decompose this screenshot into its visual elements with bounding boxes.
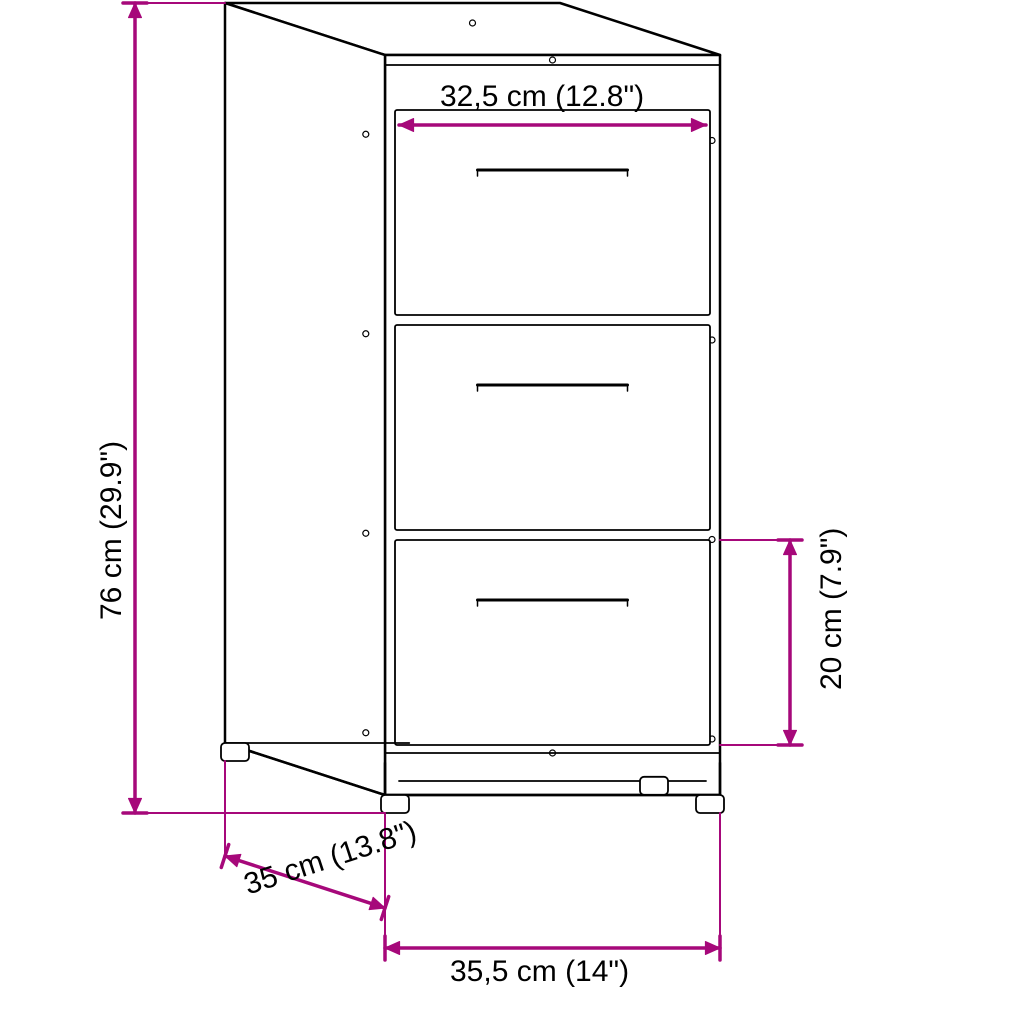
dim-inner-width: 32,5 cm (12.8") xyxy=(440,80,644,114)
dim-height: 76 cm (29.9") xyxy=(95,441,129,620)
cabinet-line-drawing xyxy=(0,0,1024,1024)
dim-width: 35,5 cm (14") xyxy=(450,955,629,989)
dim-drawer-height: 20 cm (7.9") xyxy=(815,528,849,690)
diagram-stage: 32,5 cm (12.8") 76 cm (29.9") 20 cm (7.9… xyxy=(0,0,1024,1024)
